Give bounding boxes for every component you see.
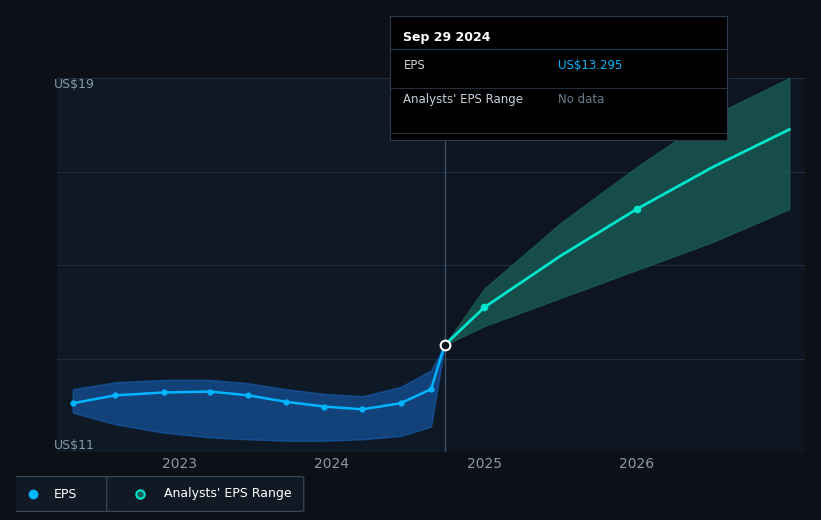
Text: No data: No data xyxy=(558,93,604,106)
Text: EPS: EPS xyxy=(403,59,425,72)
FancyBboxPatch shape xyxy=(8,476,115,512)
Text: Sep 29 2024: Sep 29 2024 xyxy=(403,31,491,44)
Text: Analysts' EPS Range: Analysts' EPS Range xyxy=(164,488,291,500)
Text: US$11: US$11 xyxy=(53,439,94,452)
Text: US$19: US$19 xyxy=(53,78,94,91)
Text: Analysts Forecasts: Analysts Forecasts xyxy=(454,84,571,97)
Text: Actual: Actual xyxy=(397,84,436,97)
Text: US$13.295: US$13.295 xyxy=(558,59,622,72)
Text: Analysts' EPS Range: Analysts' EPS Range xyxy=(403,93,524,106)
FancyBboxPatch shape xyxy=(107,476,304,512)
Bar xyxy=(57,78,445,452)
Text: EPS: EPS xyxy=(53,488,76,500)
